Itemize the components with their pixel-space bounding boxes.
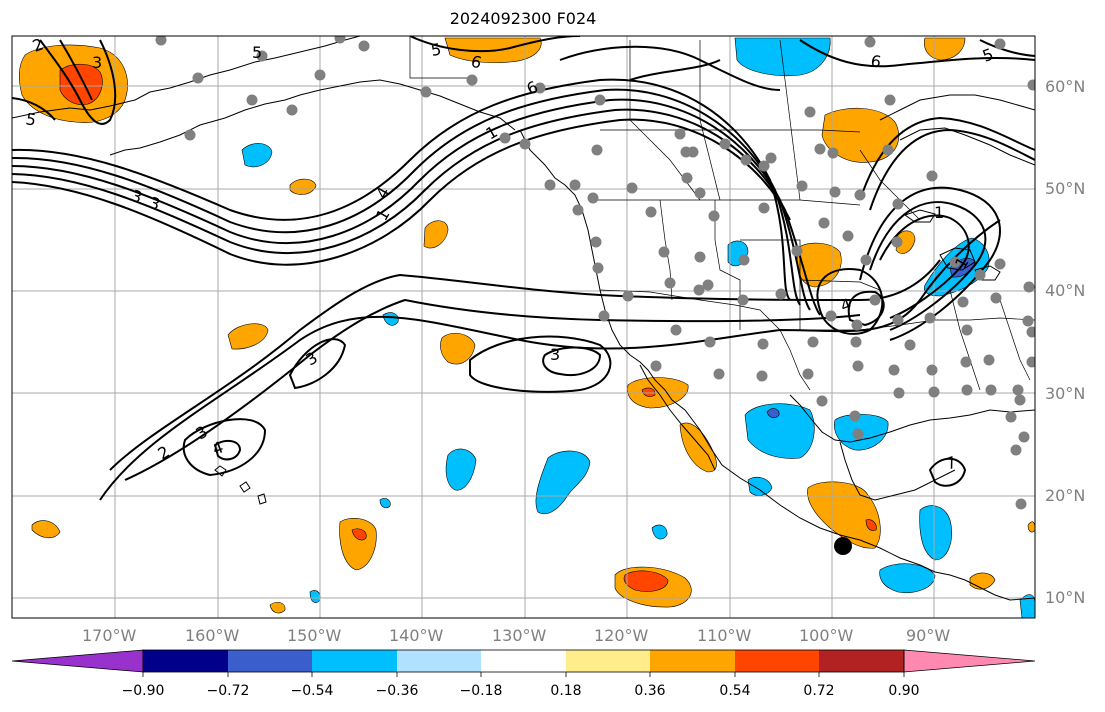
colorbar-segment (312, 650, 397, 672)
field-negative (1019, 594, 1035, 618)
field-positive (339, 517, 377, 571)
colorbar-segment (228, 650, 312, 672)
colorbar-extend-low (11, 649, 144, 673)
field-negative (879, 563, 936, 593)
latitude-label: 50°N (1045, 179, 1086, 198)
field-negative (241, 143, 273, 168)
colorbar-tick-label: −0.36 (375, 683, 419, 699)
colorbar-segment (735, 650, 819, 672)
field-strong-positive (623, 570, 669, 592)
contour-label: 1 (934, 203, 944, 222)
colorbar-tick-label: 0.18 (550, 683, 582, 699)
contour-label: 3 (92, 53, 102, 72)
field-negative (734, 37, 831, 76)
graticule (12, 36, 1035, 618)
colorbar-segment (819, 650, 904, 672)
field-positive (807, 481, 881, 549)
colorbar-tick-label: 0.36 (634, 683, 666, 699)
field-positive (679, 422, 717, 473)
latitude-label: 60°N (1045, 77, 1086, 96)
field-negative (535, 450, 591, 515)
colorbar-segment (397, 650, 481, 672)
colorbar-tick-label: 0.54 (719, 683, 751, 699)
field-negative (747, 476, 773, 496)
contour-label: 3 (550, 345, 560, 364)
field-strong-negative (766, 408, 780, 419)
field-negative (382, 312, 399, 326)
longitude-label: 90°W (906, 626, 951, 645)
contours (12, 36, 1035, 501)
field-positive (423, 220, 449, 249)
field-positive (227, 323, 269, 350)
longitude-label: 140°W (389, 626, 444, 645)
map-title: 2024092300 F024 (449, 9, 597, 28)
field-positive (440, 332, 476, 365)
longitude-label: 150°W (287, 626, 342, 645)
colorbar-tick-label: −0.54 (290, 683, 334, 699)
field-positive (31, 520, 61, 539)
colorbar-frame (142, 649, 905, 673)
colorbar-tick-label: 0.72 (803, 683, 835, 699)
field-negative (445, 448, 477, 491)
contour-label: 6 (869, 51, 882, 71)
field-strong-positive (641, 387, 656, 397)
field-negative (744, 403, 815, 459)
colorbar-segment (143, 650, 228, 672)
colorbar-tick-label: −0.72 (206, 683, 250, 699)
field-positive (289, 178, 317, 195)
field-strong-positive (865, 519, 877, 531)
latitude-label: 20°N (1045, 486, 1086, 505)
field-negative (651, 524, 668, 540)
field-negative (379, 498, 391, 509)
field-negative (919, 505, 952, 561)
colorbar-extend-high (903, 649, 1036, 673)
contour-label: 5 (252, 43, 262, 62)
colorbar-segment (650, 650, 735, 672)
latitude-label: 30°N (1045, 384, 1086, 403)
colorbar (11, 649, 1036, 677)
colorbar-segment (566, 650, 650, 672)
map-frame (11, 35, 1036, 619)
field-strong-positive (351, 528, 367, 541)
colorbar-tick-label: −0.90 (121, 683, 165, 699)
contour-label: 6 (469, 52, 484, 73)
field-positive (269, 601, 286, 614)
colorbar-segment (481, 650, 566, 672)
longitude-label: 130°W (492, 626, 547, 645)
colorbar-tick-label: 0.90 (888, 683, 920, 699)
field-strong-positive (59, 63, 103, 105)
colorbar-tick-label: −0.18 (459, 683, 503, 699)
latitude-label: 10°N (1045, 588, 1086, 607)
latitude-label: 40°N (1045, 281, 1086, 300)
field-positive (1027, 521, 1035, 533)
longitude-label: 160°W (185, 626, 240, 645)
longitude-label: 110°W (697, 626, 752, 645)
highlight-point-marker (834, 537, 852, 555)
longitude-label: 100°W (799, 626, 854, 645)
longitude-label: 170°W (82, 626, 137, 645)
station-markers (155, 36, 1035, 510)
field-positive (895, 230, 916, 254)
contour-label: 5 (24, 109, 37, 129)
longitude-label: 120°W (594, 626, 649, 645)
contour-label: 5 (429, 39, 442, 59)
